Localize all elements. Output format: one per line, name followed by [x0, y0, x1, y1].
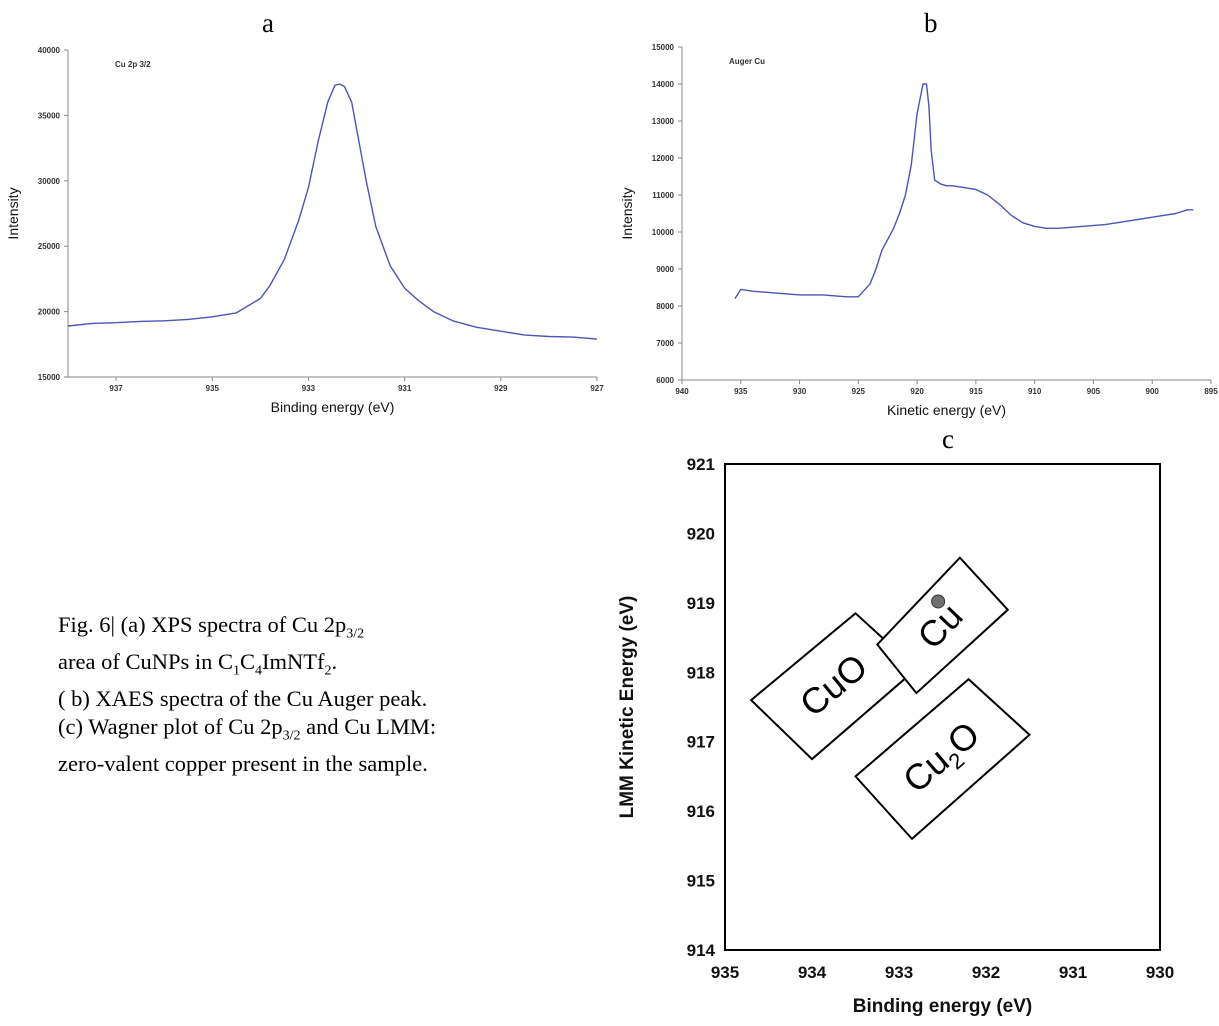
spectrum-annotation: Cu 2p 3/2	[115, 60, 151, 69]
x-tick-label: 929	[494, 384, 508, 393]
y-tick-label: 13000	[652, 117, 675, 126]
caption-line-2: area of CuNPs in C1C4ImNTf2.	[58, 649, 338, 679]
y-tick-label: 14000	[652, 80, 675, 89]
x-tick-label: 931	[398, 384, 412, 393]
x-tick-label: 900	[1146, 387, 1160, 396]
spectrum-annotation: Auger Cu	[729, 57, 765, 66]
x-tick-label: 930	[1146, 963, 1174, 982]
y-tick-label: 9000	[656, 265, 674, 274]
figure-caption: Fig. 6| (a) XPS spectra of Cu 2p3/2 area…	[58, 611, 578, 777]
x-tick-label: 925	[852, 387, 866, 396]
x-axis-title: Kinetic energy (eV)	[887, 402, 1006, 418]
x-tick-label: 915	[969, 387, 983, 396]
x-tick-label: 930	[793, 387, 807, 396]
y-tick-label: 15000	[652, 43, 675, 52]
caption-line-5: zero-valent copper present in the sample…	[58, 750, 428, 776]
x-tick-label: 935	[734, 387, 748, 396]
y-tick-label: 35000	[38, 111, 61, 120]
x-tick-label: 920	[910, 387, 924, 396]
caption-line-4: (c) Wagner plot of Cu 2p3/2 and Cu LMM:	[58, 713, 437, 744]
caption-line-3: ( b) XAES spectra of the Cu Auger peak.	[58, 686, 428, 711]
y-tick-label: 917	[687, 733, 715, 752]
spectrum-line	[67, 83, 598, 340]
panel-label-c: c	[942, 424, 954, 454]
y-tick-label: 6000	[656, 376, 674, 385]
x-axis-title: Binding energy (eV)	[271, 399, 395, 415]
y-tick-label: 10000	[652, 228, 675, 237]
x-tick-label: 934	[798, 963, 827, 982]
data-point	[931, 594, 946, 609]
x-tick-label: 935	[711, 963, 739, 982]
region-box	[875, 556, 1010, 695]
y-tick-label: 915	[687, 872, 715, 891]
chart-a: 15000 20000 25000 30000 35000 40000 937 935 933 9…	[5, 46, 604, 415]
caption-line-1: Fig. 6| (a) XPS spectra of Cu 2p3/2	[58, 612, 365, 642]
y-axis-title: LMM Kinetic Energy (eV)	[617, 596, 638, 819]
x-tick-label: 933	[302, 384, 316, 393]
x-tick-label: 937	[109, 384, 123, 393]
y-tick-label: 920	[687, 524, 715, 543]
x-axis-title: Binding energy (eV)	[853, 996, 1032, 1017]
spectrum-line	[734, 83, 1194, 299]
y-tick-label: 914	[687, 941, 716, 960]
y-tick-label: 11000	[652, 191, 674, 200]
y-tick-label: 918	[687, 663, 715, 682]
y-tick-label: 916	[687, 802, 715, 821]
x-tick-label: 905	[1087, 387, 1101, 396]
x-tick-label: 933	[885, 963, 913, 982]
y-axis-title: Intensity	[5, 187, 21, 239]
y-tick-label: 15000	[38, 373, 61, 382]
chart-c: 914 915 916 917 918 919 920 921 935 934 933 932 931 9…	[617, 455, 1174, 1017]
x-tick-label: 931	[1059, 963, 1087, 982]
panel-label-b: b	[924, 8, 938, 38]
panel-label-a: a	[262, 8, 274, 38]
x-tick-label: 910	[1028, 387, 1042, 396]
x-tick-label: 940	[675, 387, 689, 396]
y-tick-label: 25000	[38, 242, 61, 251]
y-axis-title: Intensity	[619, 187, 635, 239]
y-tick-label: 919	[687, 594, 715, 613]
x-tick-label: 932	[972, 963, 1000, 982]
y-tick-label: 921	[687, 455, 715, 474]
y-tick-label: 8000	[656, 302, 674, 311]
x-tick-label: 895	[1204, 387, 1218, 396]
x-tick-label: 927	[590, 384, 604, 393]
region-box	[854, 677, 1031, 841]
y-tick-label: 12000	[652, 154, 675, 163]
y-tick-label: 40000	[38, 46, 61, 55]
chart-b: 6000 7000 8000 9000 10000 11000 12000 13000 1400…	[619, 43, 1218, 418]
x-tick-label: 935	[206, 384, 220, 393]
y-tick-label: 20000	[38, 308, 61, 317]
y-tick-label: 7000	[656, 339, 674, 348]
y-tick-label: 30000	[38, 177, 61, 186]
plot-frame	[724, 463, 1161, 951]
